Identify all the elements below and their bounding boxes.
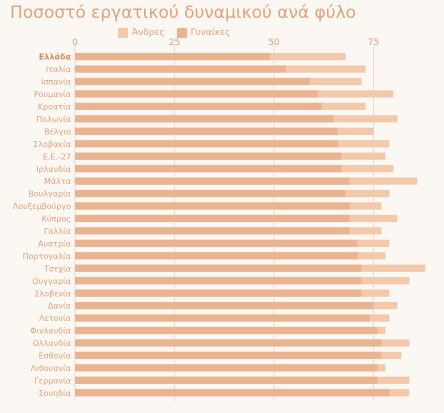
bar-women [75, 214, 350, 223]
category-label: Κροατία [38, 103, 71, 112]
category-label: Λιθουανία [31, 364, 71, 373]
category-label: Κύπρος [42, 214, 71, 224]
legend-swatch-men [118, 28, 128, 38]
bar-women [75, 252, 358, 260]
bar-women [75, 389, 390, 397]
category-label: Ρουμανία [34, 90, 71, 99]
category-label: Γαλλία [44, 227, 71, 236]
legend-item-women: Γυναίκες [176, 28, 231, 38]
category-label: Ολλανδία [33, 339, 71, 348]
bar-women [75, 65, 286, 73]
category-label: Βέλγιο [44, 126, 71, 136]
bar-women [75, 115, 334, 123]
category-label: Λουξεμβούργο [13, 201, 71, 211]
category-label: Φινλανδία [30, 327, 71, 336]
bar-women [75, 152, 342, 160]
legend-label-women: Γυναίκες [190, 28, 231, 38]
x-tick-label: 25 [169, 38, 180, 48]
category-label: Ισπανία [41, 78, 71, 87]
x-tick-label: 75 [368, 38, 379, 48]
bar-women [75, 177, 350, 185]
bar-women [75, 53, 271, 61]
bar-women [75, 202, 350, 210]
category-label: Τσεχία [43, 264, 71, 273]
legend-item-men: Άνδρες [118, 28, 165, 38]
category-label: Βουλγαρία [28, 190, 71, 199]
category-label: Μάλτα [44, 177, 71, 186]
chart-legend: Άνδρες Γυναίκες [118, 27, 230, 39]
category-label: Δανία [48, 302, 71, 311]
x-tick-label: 0 [72, 38, 78, 48]
category-label: Λετονία [39, 314, 71, 323]
bar-women [75, 326, 378, 335]
bar-women [75, 102, 322, 110]
bar-women [75, 289, 362, 297]
x-tick-label: 50 [268, 38, 280, 48]
chart-title: Ποσοστό εργατικού δυναμικού ανά φύλο [10, 3, 357, 23]
category-label: Γερμανία [34, 376, 71, 385]
category-label: Ιταλία [46, 65, 71, 74]
category-label: Σουηδία [38, 389, 71, 398]
legend-label-men: Άνδρες [132, 28, 165, 38]
category-label: Σλοβακία [33, 140, 71, 149]
category-label: Ε.Ε.-27 [43, 152, 71, 161]
bar-women [75, 339, 382, 347]
bar-women [75, 302, 374, 310]
bar-women [75, 77, 310, 86]
bar-women [75, 189, 346, 198]
category-label: Ιρλανδία [36, 165, 71, 174]
bar-women [75, 364, 378, 372]
category-label: Ουγγαρία [32, 277, 71, 286]
category-label: Σλοβενία [34, 289, 71, 298]
bar-women [75, 165, 342, 173]
category-label: Πορτογαλία [23, 252, 71, 261]
category-label: Πολωνία [36, 115, 71, 124]
category-label: Ελλάδα [39, 53, 72, 62]
bar-women [75, 127, 338, 135]
bar-women [75, 314, 370, 322]
bar-women [75, 376, 378, 384]
bar-women [75, 277, 362, 285]
bar-women [75, 227, 350, 235]
bar-women [75, 239, 358, 247]
bar-women [75, 140, 338, 148]
bar-women [75, 90, 318, 98]
category-label: Εσθονία [39, 352, 71, 361]
bar-women [75, 351, 382, 359]
category-label: Αυστρία [38, 239, 71, 248]
bar-women [75, 264, 362, 272]
legend-swatch-women [176, 28, 187, 38]
